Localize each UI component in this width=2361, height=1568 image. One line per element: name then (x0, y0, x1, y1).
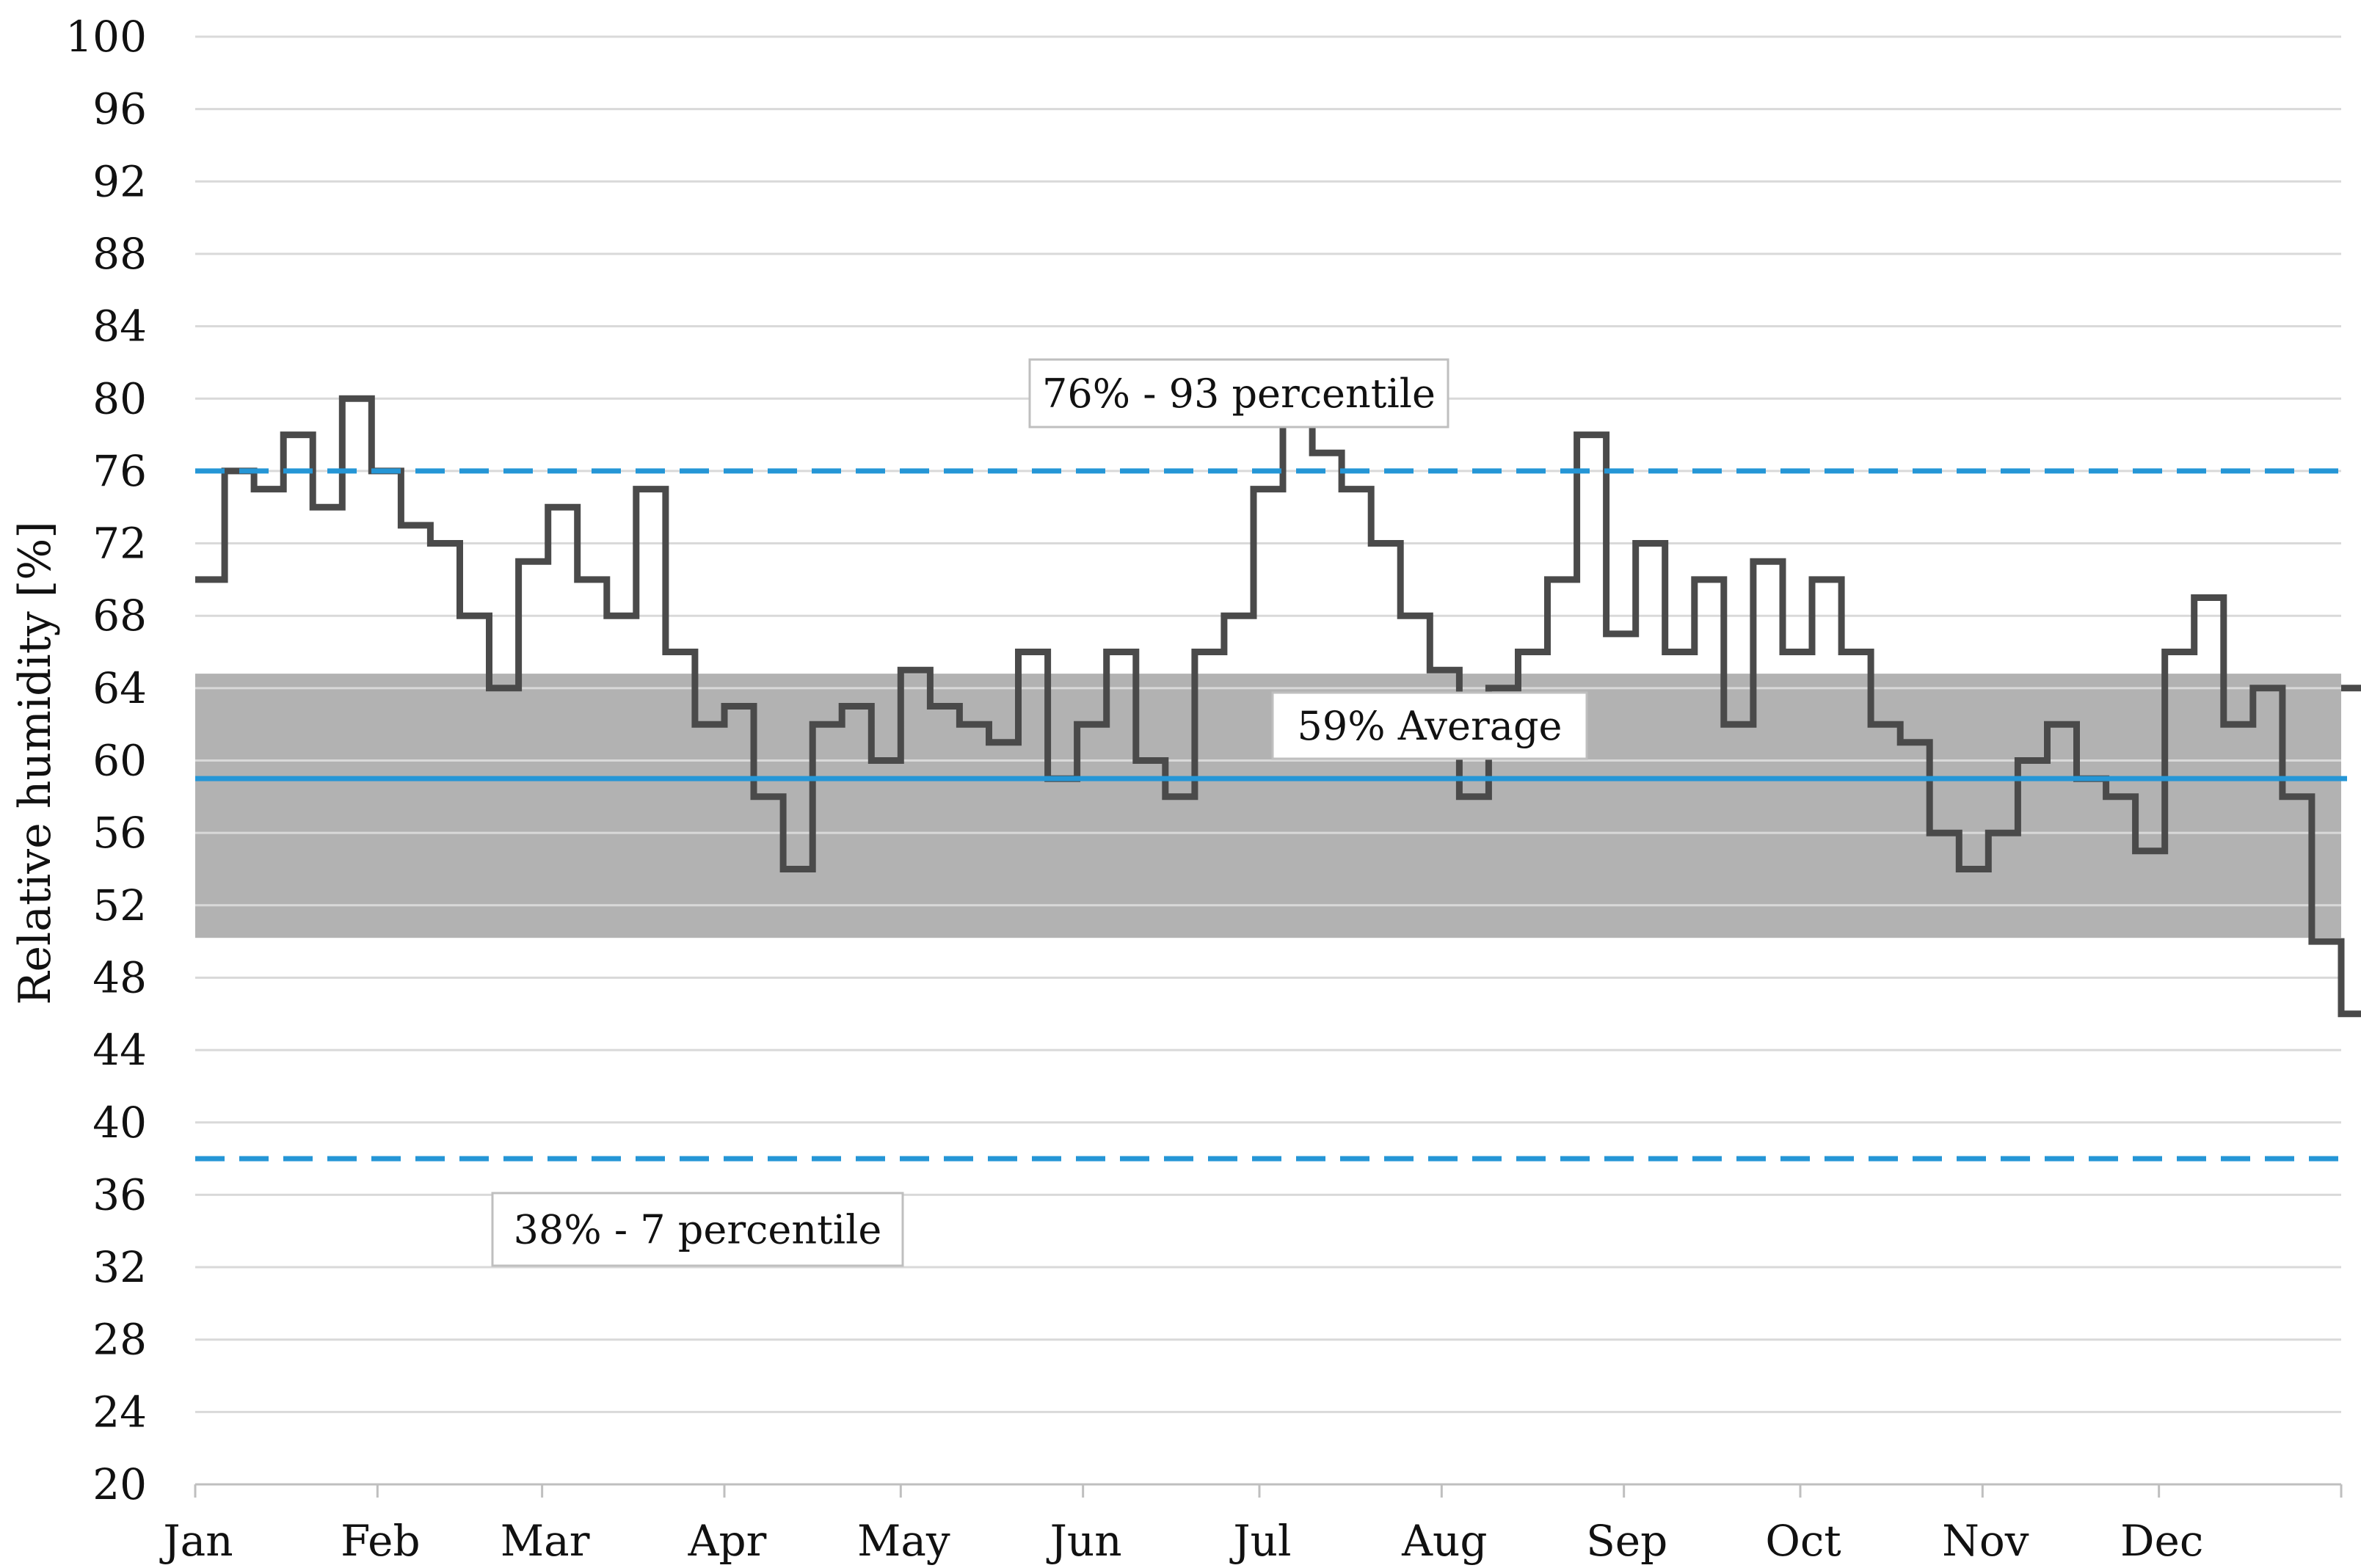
y-tick-label: 64 (92, 663, 147, 713)
y-tick-label: 84 (92, 302, 147, 351)
annotations-group: 76% - 93 percentile 59% Average 38% - 7 pe… (491, 358, 1588, 1267)
y-tick-label: 52 (92, 880, 147, 930)
y-tick-label: 60 (92, 736, 147, 786)
annotation-label-p7: 38% - 7 percentile (514, 1207, 882, 1253)
y-tick-label: 44 (92, 1025, 147, 1075)
y-tick-label: 28 (92, 1315, 147, 1365)
x-tick-label-nov: Nov (1942, 1516, 2029, 1566)
y-tick-label: 76 (92, 446, 147, 496)
y-axis-ticks: 20 24 28 32 36 40 44 48 52 56 60 64 68 72 76 80 84 88 92 96… (65, 12, 147, 1509)
x-tick-label-may: May (857, 1516, 950, 1566)
y-axis-label: Relative humidity [%] (10, 521, 61, 1004)
annotation-label-average: 59% Average (1298, 703, 1563, 749)
y-tick-label: 56 (92, 808, 147, 858)
x-tick-label-feb: Feb (341, 1516, 421, 1566)
shaded-band (195, 674, 2341, 938)
y-tick-label: 92 (92, 156, 147, 206)
y-tick-label: 36 (92, 1170, 147, 1219)
reference-lines-group (195, 468, 2347, 1162)
series-group (195, 395, 2361, 1018)
x-tick-label-dec: Dec (2120, 1516, 2203, 1566)
humidity-series-line (195, 395, 2361, 1018)
y-tick-label: 20 (92, 1459, 147, 1509)
y-tick-label: 68 (92, 591, 147, 641)
y-tick-label: 24 (92, 1387, 147, 1437)
x-tick-label-jun: Jun (1047, 1516, 1122, 1566)
x-tick-label-apr: Apr (688, 1516, 767, 1566)
annotation-label-p93: 76% - 93 percentile (1042, 371, 1436, 417)
y-tick-label: 40 (92, 1098, 147, 1148)
annotation-box-p93 (1028, 358, 1449, 429)
interquartile-band-group (195, 674, 2341, 938)
x-axis: Jan Feb Mar Apr May Jun Jul Aug Sep Oct Nov Dec (159, 1483, 2343, 1566)
x-tick-label-jul: Jul (1229, 1516, 1291, 1566)
y-tick-label: 88 (92, 229, 147, 279)
y-tick-label: 32 (92, 1242, 147, 1292)
x-tick-label-sep: Sep (1586, 1516, 1667, 1566)
annotation-box-average (1271, 691, 1588, 760)
x-tick-label-aug: Aug (1401, 1516, 1487, 1566)
annotation-box-p7 (491, 1192, 904, 1267)
x-tick-label-mar: Mar (501, 1516, 590, 1566)
y-tick-label: 96 (92, 84, 147, 134)
x-tick-label-jan: Jan (159, 1516, 233, 1566)
y-tick-label: 48 (92, 952, 147, 1002)
y-tick-label: 100 (65, 12, 147, 62)
y-tick-label: 72 (92, 519, 147, 569)
y-tick-label: 80 (92, 373, 147, 423)
x-tick-label-oct: Oct (1765, 1516, 1841, 1566)
